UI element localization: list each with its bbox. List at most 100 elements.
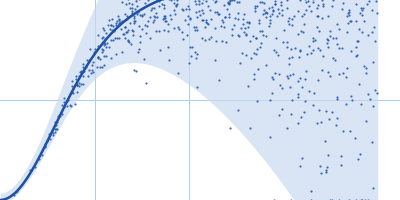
Point [193,57,200,60]
Point [369,8,376,11]
Point [193,25,199,28]
Point [286,57,292,60]
Point [226,126,233,130]
Point [124,18,130,21]
Point [218,25,224,28]
Point [215,12,221,16]
Point [150,21,156,24]
Point [237,61,244,65]
Point [107,27,113,30]
Point [174,0,180,2]
Point [52,128,58,131]
Point [370,104,377,107]
Point [140,6,146,9]
Point [310,103,317,107]
Point [212,10,218,13]
Point [77,70,84,74]
Point [343,14,350,17]
Point [326,74,333,77]
Point [369,141,376,144]
Point [320,54,326,57]
Point [330,36,336,39]
Point [366,0,372,2]
Point [295,121,301,124]
Point [153,11,160,14]
Point [74,83,80,86]
Point [218,39,225,42]
Point [108,24,114,27]
Point [171,8,177,11]
Point [372,40,378,43]
Point [162,17,168,20]
Point [193,3,199,6]
Point [272,2,278,5]
Point [152,29,159,33]
Point [334,42,341,46]
Point [356,82,362,85]
Point [52,121,59,124]
Point [130,20,137,23]
Point [240,30,247,33]
Point [58,104,65,107]
Point [116,36,122,40]
Point [284,126,290,130]
Point [343,102,350,106]
Point [171,26,177,29]
Point [242,26,248,29]
Point [354,39,361,42]
Point [276,113,282,116]
Point [166,0,172,1]
Point [235,33,241,37]
Point [132,8,138,11]
Point [122,37,128,40]
Point [289,17,296,20]
Point [161,3,167,7]
Point [315,78,321,81]
Point [226,0,233,2]
Point [10,194,17,197]
Point [271,48,278,51]
Point [266,24,272,28]
Point [278,1,284,4]
Point [290,72,296,76]
Point [358,9,365,12]
Point [284,45,290,48]
Point [53,127,59,130]
Point [370,26,377,29]
Point [316,109,322,112]
Point [116,22,122,25]
Point [99,48,105,51]
Point [94,56,101,59]
Point [151,14,158,17]
Point [305,89,312,92]
Point [141,12,147,15]
Point [358,102,364,105]
Point [173,3,179,6]
Point [262,10,269,13]
Point [38,154,45,157]
Point [161,14,168,18]
Point [334,98,340,101]
Point [156,48,163,51]
Point [269,13,275,16]
Point [196,9,202,12]
Point [274,53,281,56]
Point [227,0,233,2]
Point [204,21,210,25]
Point [174,2,180,5]
Point [212,0,219,2]
Point [245,25,252,28]
Point [186,46,193,49]
Point [151,7,157,10]
Point [348,98,355,101]
Point [235,17,241,20]
Point [196,14,203,17]
Point [163,20,169,23]
Point [295,10,301,13]
Point [326,35,333,38]
Point [362,71,369,74]
Point [353,20,360,23]
Point [291,15,298,18]
Point [129,2,135,6]
Point [324,165,330,169]
